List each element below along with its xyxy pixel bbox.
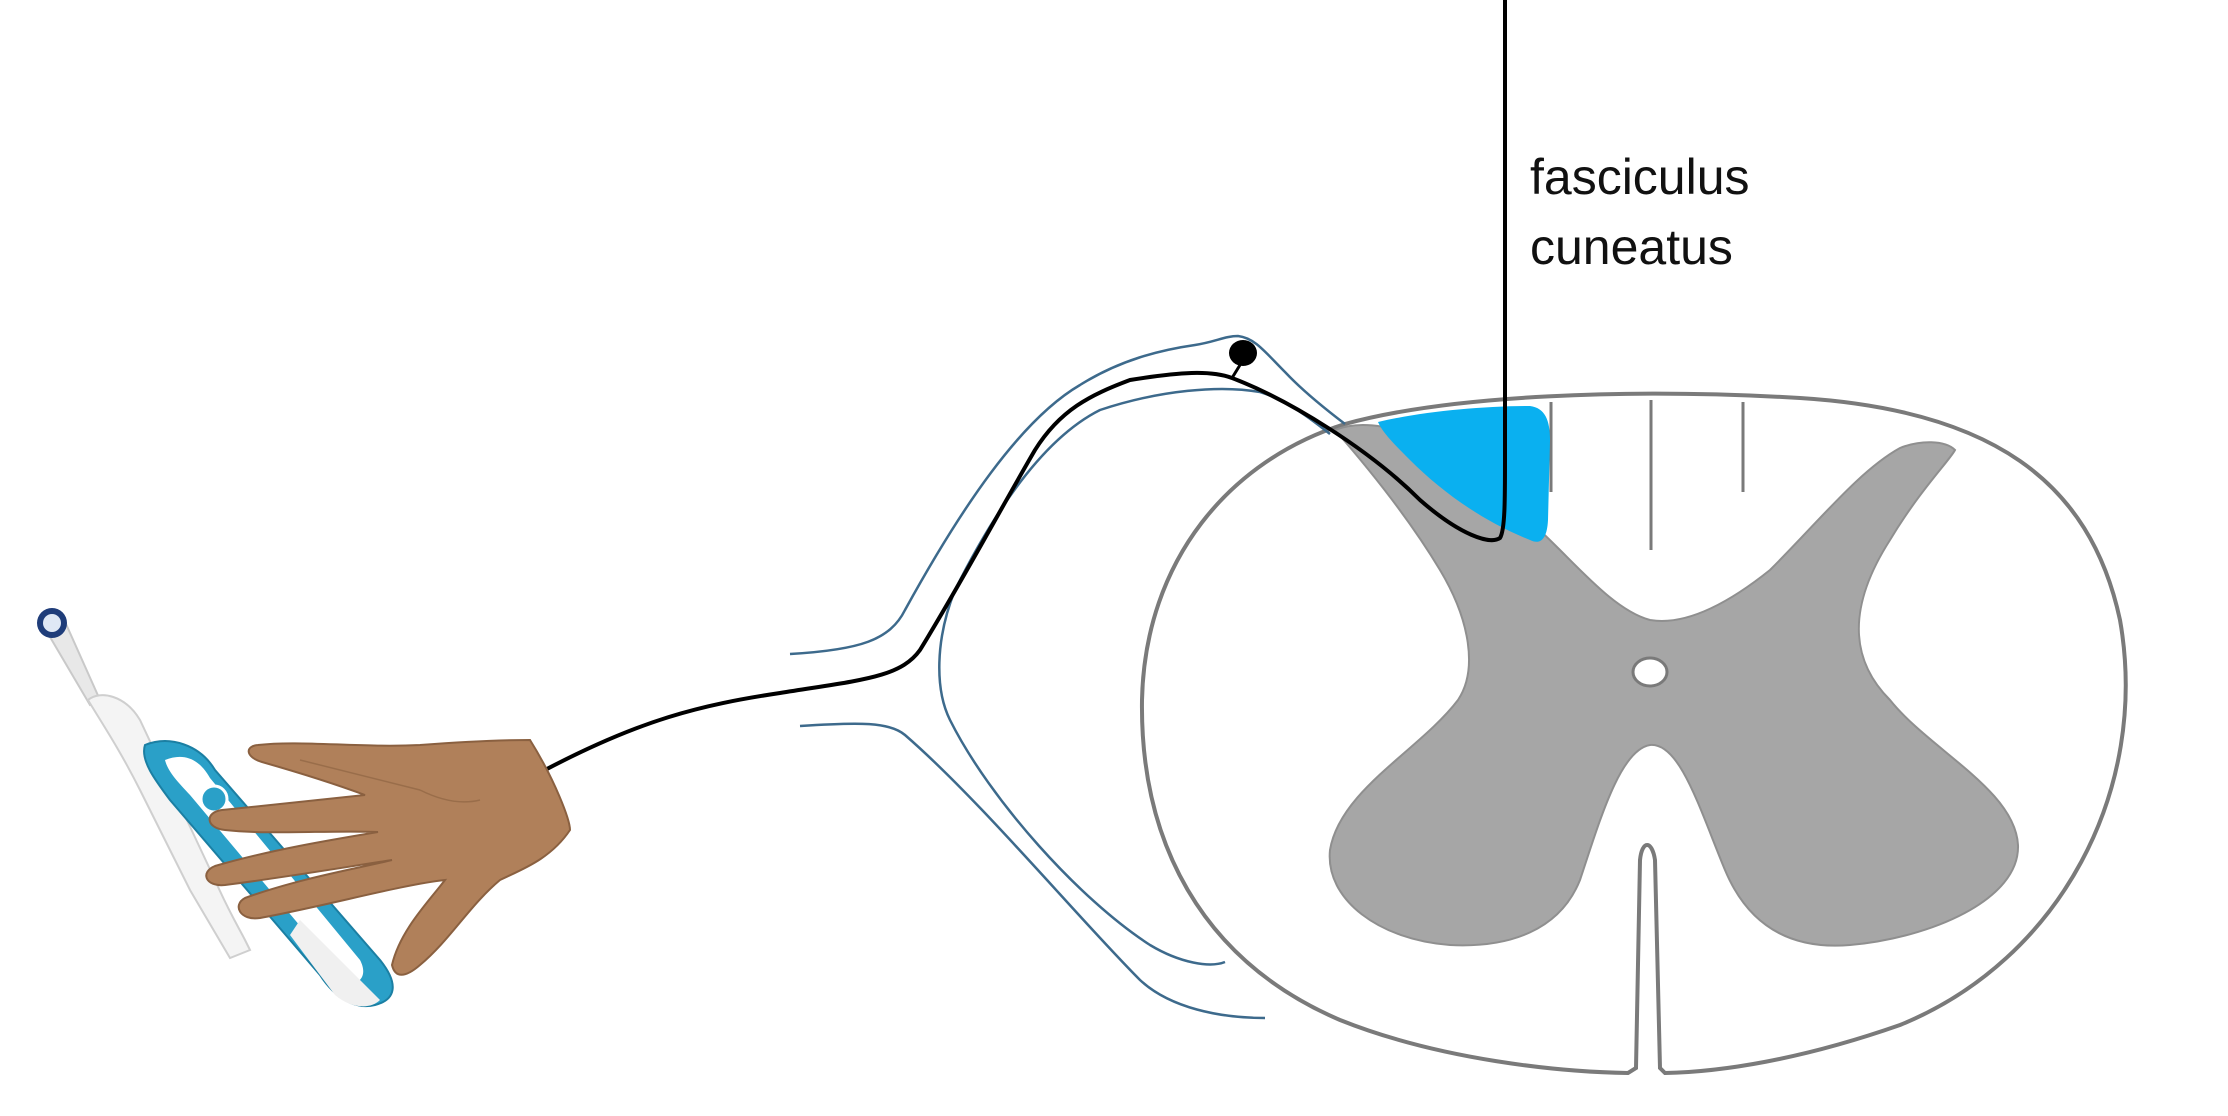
dorsal-root-upper-outline: [789, 334, 1346, 656]
label-line-1: fasciculus: [1530, 149, 1750, 205]
label-line-2: cuneatus: [1530, 219, 1733, 275]
gray-matter: [1328, 424, 2020, 947]
ganglion-stalk: [1230, 364, 1242, 379]
dorsal-root-ganglion-icon: [1229, 340, 1257, 366]
sensory-neuron-pathway: [444, 0, 1507, 810]
central-canal: [1631, 656, 1669, 688]
fasciculus-cuneatus-label: fasciculus cuneatus: [1530, 142, 1750, 282]
ventral-root-outline: [799, 722, 1266, 1020]
hand-icon: [205, 738, 572, 976]
